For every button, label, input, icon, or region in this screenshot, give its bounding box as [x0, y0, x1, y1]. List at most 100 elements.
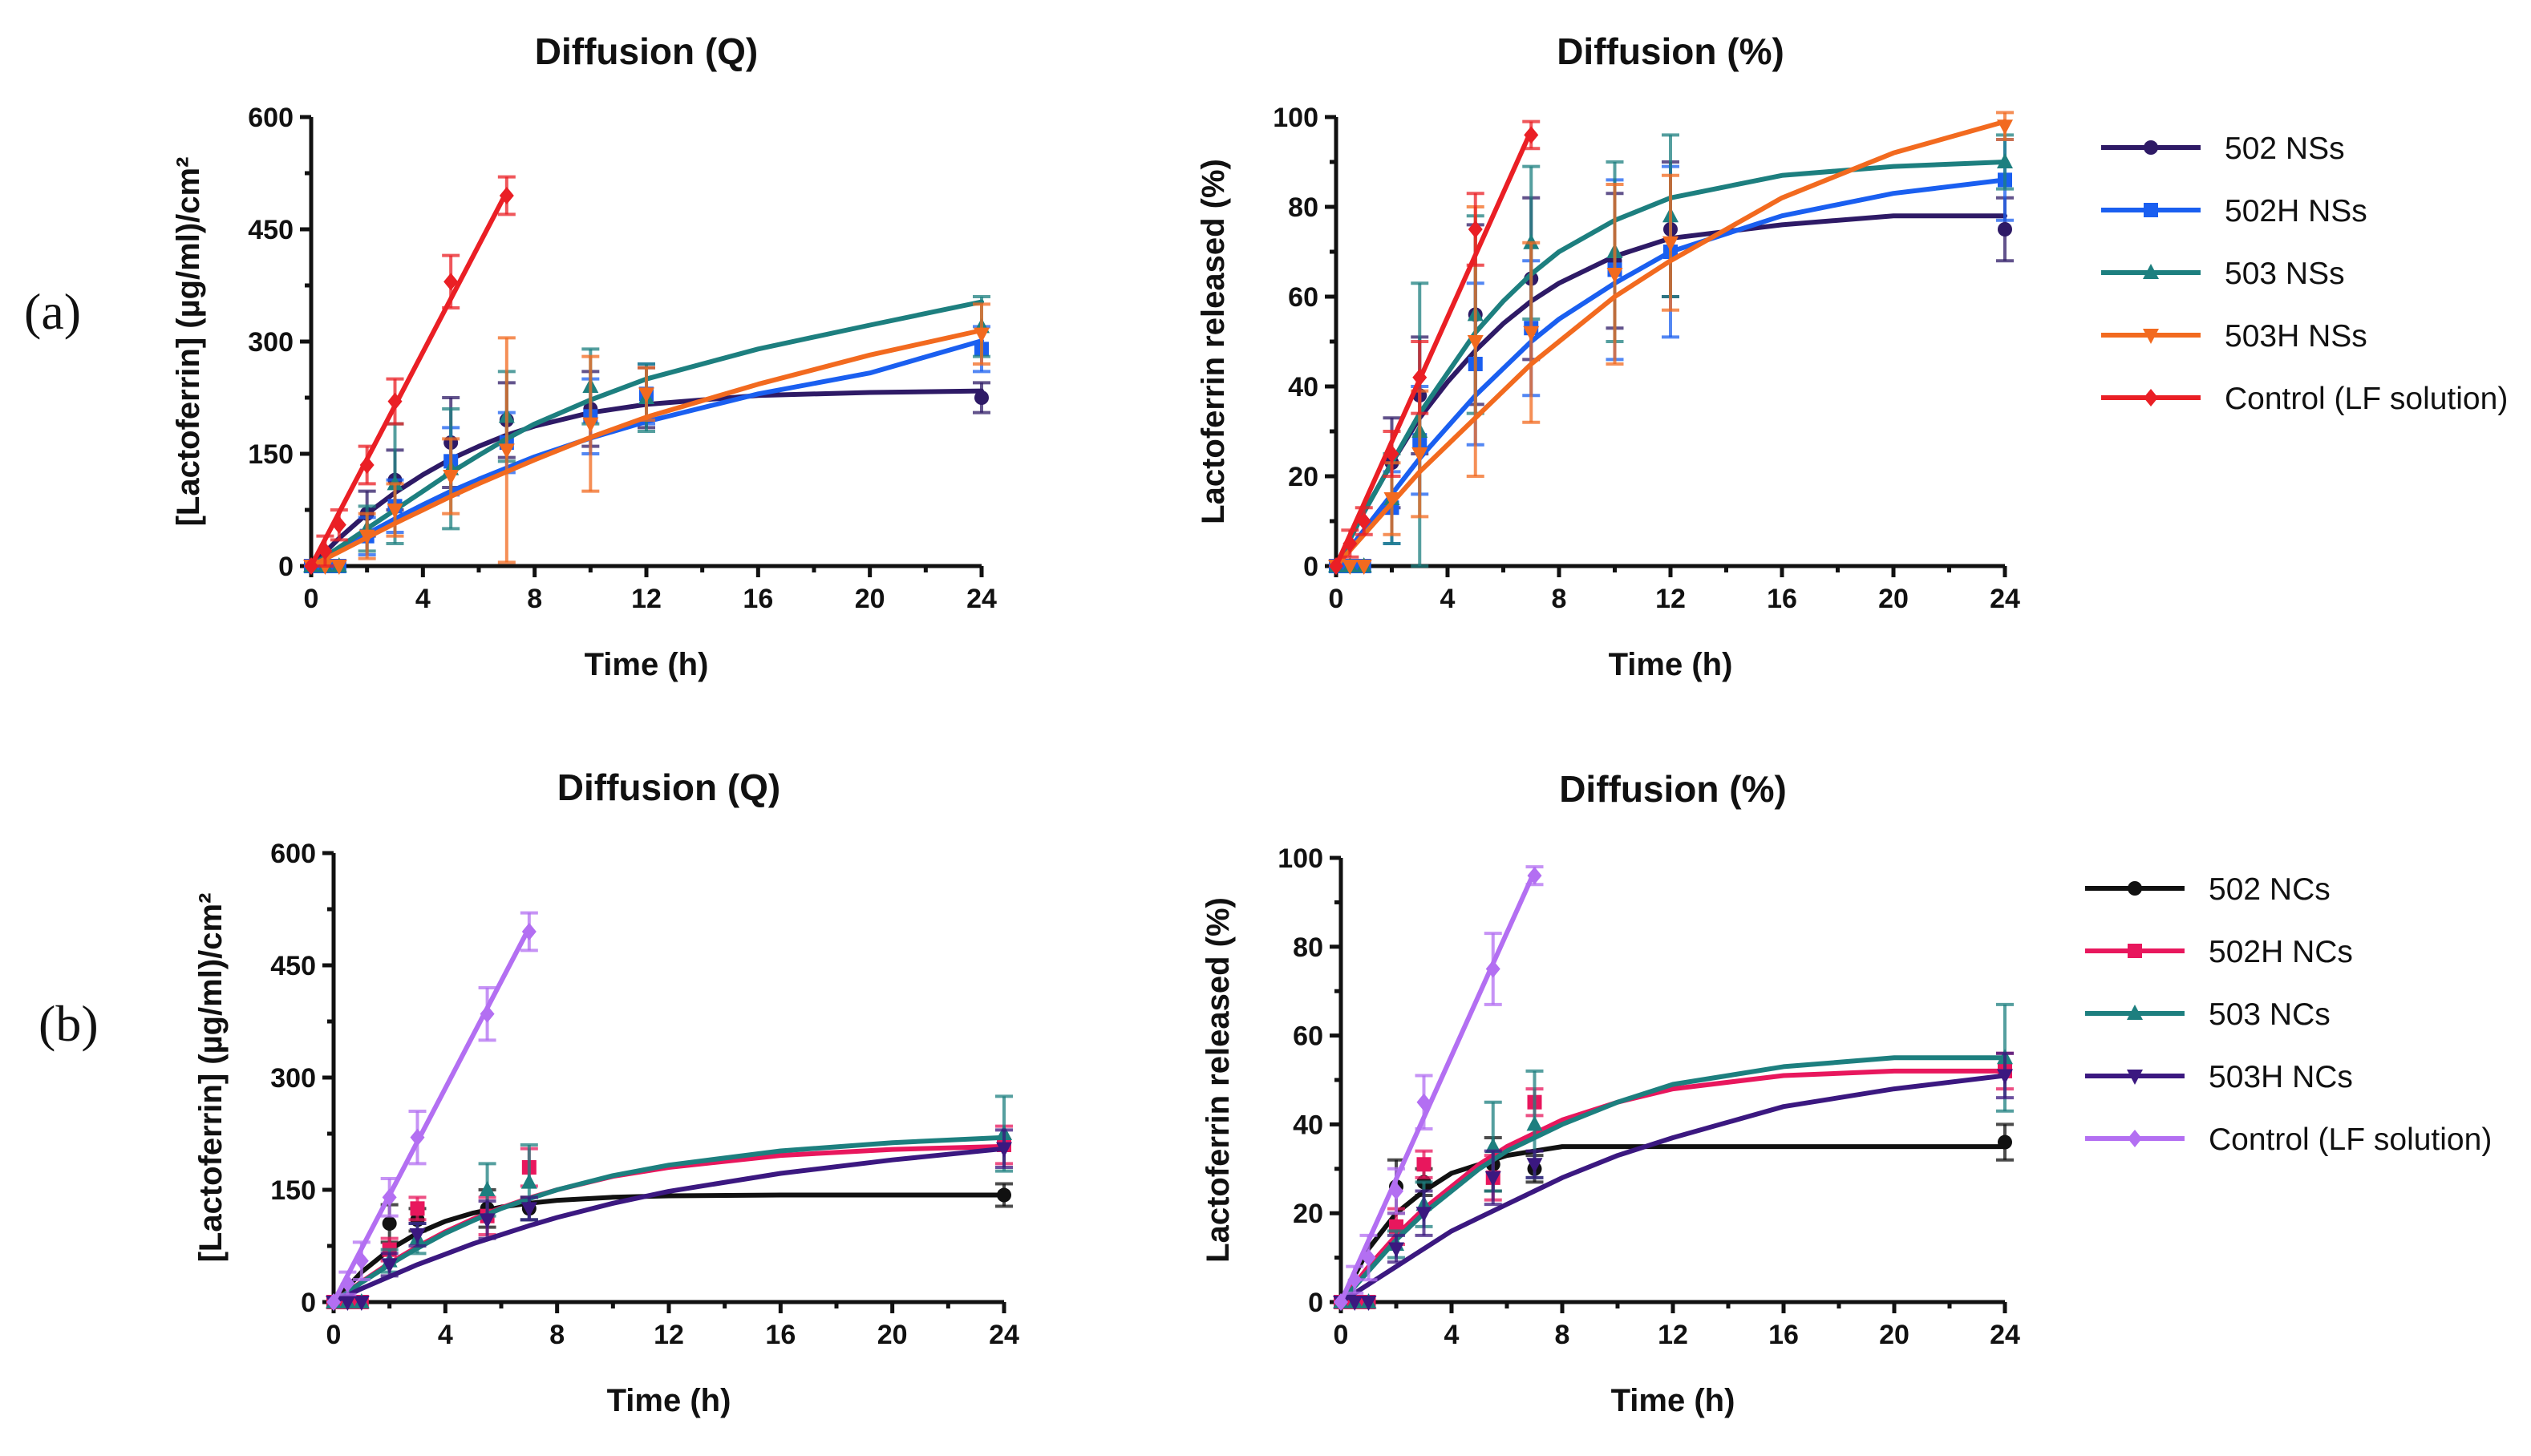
data-point: [326, 1293, 341, 1311]
data-point: [480, 1005, 495, 1023]
series-503-nss: [303, 295, 990, 572]
y-tick-label: 0: [278, 552, 294, 582]
data-point: [1526, 1115, 1543, 1131]
legend-label: 502H NSs: [2225, 194, 2367, 229]
chart-a-q: Diffusion (Q) 0 4 8 12 16 20 24 0 150 300 450 600 Tim…: [171, 30, 997, 682]
data-point: [1606, 268, 1623, 283]
x-tick-label: 12: [1655, 584, 1686, 614]
data-point: [443, 470, 460, 485]
series-control-lf-solution: [1334, 865, 1544, 1311]
y-axis-label: Lactoferrin released (%): [1201, 897, 1236, 1263]
chart-title: Diffusion (Q): [557, 766, 781, 808]
y-tick-label: 450: [270, 951, 316, 981]
x-tick-label: 20: [855, 584, 885, 614]
legend: 502 NCs 502H NCs 503 NCs 503H NCs Control (L…: [2085, 872, 2492, 1157]
legend-marker: [2144, 389, 2158, 406]
data-point: [387, 392, 403, 411]
y-tick-label: 100: [1273, 103, 1318, 133]
data-point: [382, 1216, 397, 1231]
data-point: [339, 1296, 356, 1311]
data-point: [521, 923, 537, 940]
x-tick-label: 4: [1444, 1320, 1460, 1350]
x-tick-label: 12: [1658, 1320, 1688, 1350]
x-tick-label: 24: [966, 584, 997, 614]
legend-label: Control (LF solution): [2209, 1122, 2492, 1157]
data-point: [410, 1201, 425, 1216]
data-point: [382, 1188, 397, 1207]
y-tick-label: 0: [1308, 1288, 1323, 1318]
fit-curve: [1338, 1073, 2007, 1304]
data-point: [1388, 1242, 1404, 1258]
x-tick-label: 16: [743, 584, 773, 614]
data-point: [1356, 512, 1371, 530]
data-point: [359, 456, 375, 474]
data-point: [520, 1202, 537, 1218]
series-502-ncs: [1334, 1122, 2014, 1309]
x-tick-label: 8: [549, 1320, 565, 1350]
series-502-ncs: [326, 1182, 1013, 1309]
y-tick-label: 100: [1278, 843, 1323, 874]
legend-marker: [2143, 329, 2159, 344]
data-point: [1484, 1138, 1501, 1154]
chart-title: Diffusion (%): [1559, 768, 1787, 810]
series-503-ncs: [1333, 1002, 2014, 1308]
chart-b-q: Diffusion (Q) 0 4 8 12 16 20 24 0 150 300 450 600 Tim…: [193, 766, 1019, 1418]
chart-a-pct: Diffusion (%) 0 4 8 12 16 20 24 0 20 40 60 80 100 Time…: [1196, 30, 2508, 682]
data-point: [520, 1173, 537, 1189]
data-point: [499, 187, 514, 204]
data-point: [1484, 1171, 1501, 1187]
y-tick-label: 40: [1293, 1110, 1323, 1140]
x-tick-label: 4: [1440, 584, 1456, 614]
x-tick-label: 12: [654, 1320, 684, 1350]
legend: 502 NSs 502H NSs 503 NSs 503H NSs Control (L…: [2101, 131, 2508, 416]
x-tick-label: 16: [1768, 1320, 1799, 1350]
x-tick-label: 16: [765, 1320, 796, 1350]
fit-curve: [331, 1192, 1006, 1304]
charts-container: Diffusion (Q)0 4 8 12 16 20 240150300450600Tim…: [171, 30, 2508, 1418]
data-point: [1527, 867, 1542, 885]
y-tick-label: 20: [1293, 1199, 1323, 1229]
x-axis-label: Time (h): [585, 647, 709, 682]
y-tick-label: 20: [1288, 462, 1318, 492]
data-point: [1997, 1069, 2013, 1085]
data-point: [1468, 220, 1483, 238]
data-point: [582, 417, 599, 433]
x-axis-label: Time (h): [607, 1383, 731, 1418]
y-tick-label: 150: [248, 439, 294, 470]
x-tick-label: 0: [326, 1320, 342, 1350]
data-point: [1998, 1134, 2012, 1150]
y-tick-label: 450: [248, 215, 294, 245]
series-503-ncs: [326, 1094, 1013, 1308]
x-tick-label: 20: [1879, 1320, 1909, 1350]
panel-label-b: (b): [38, 995, 99, 1052]
x-tick-label: 0: [1329, 584, 1344, 614]
y-tick-label: 300: [270, 1063, 316, 1094]
x-tick-label: 16: [1767, 584, 1797, 614]
data-point: [1998, 222, 2012, 237]
fit-curve: [1334, 127, 1534, 568]
data-point: [1415, 1207, 1432, 1223]
x-tick-label: 24: [989, 1320, 1019, 1350]
data-point: [318, 542, 333, 560]
data-point: [1416, 1093, 1432, 1111]
x-tick-label: 8: [1552, 584, 1567, 614]
series-control-lf-solution: [326, 911, 538, 1311]
data-point: [330, 560, 347, 575]
x-tick-label: 0: [1334, 1320, 1349, 1350]
y-axis-label: [Lactoferrin] (µg/ml)/cm²: [171, 157, 206, 527]
legend-label: 503 NCs: [2209, 997, 2331, 1032]
data-point: [1342, 560, 1359, 575]
data-point: [354, 1252, 369, 1270]
fit-curve: [331, 925, 532, 1304]
data-point: [1361, 1248, 1376, 1267]
data-point: [340, 1274, 355, 1292]
data-point: [1346, 1296, 1363, 1311]
panel-label-a: (a): [24, 283, 81, 340]
chart-title: Diffusion (Q): [535, 30, 759, 72]
fit-curve: [1338, 868, 1537, 1304]
data-point: [1355, 560, 1372, 575]
data-point: [1411, 447, 1428, 463]
data-point: [1997, 153, 2013, 168]
x-tick-label: 4: [415, 584, 431, 614]
data-point: [1360, 1296, 1377, 1311]
